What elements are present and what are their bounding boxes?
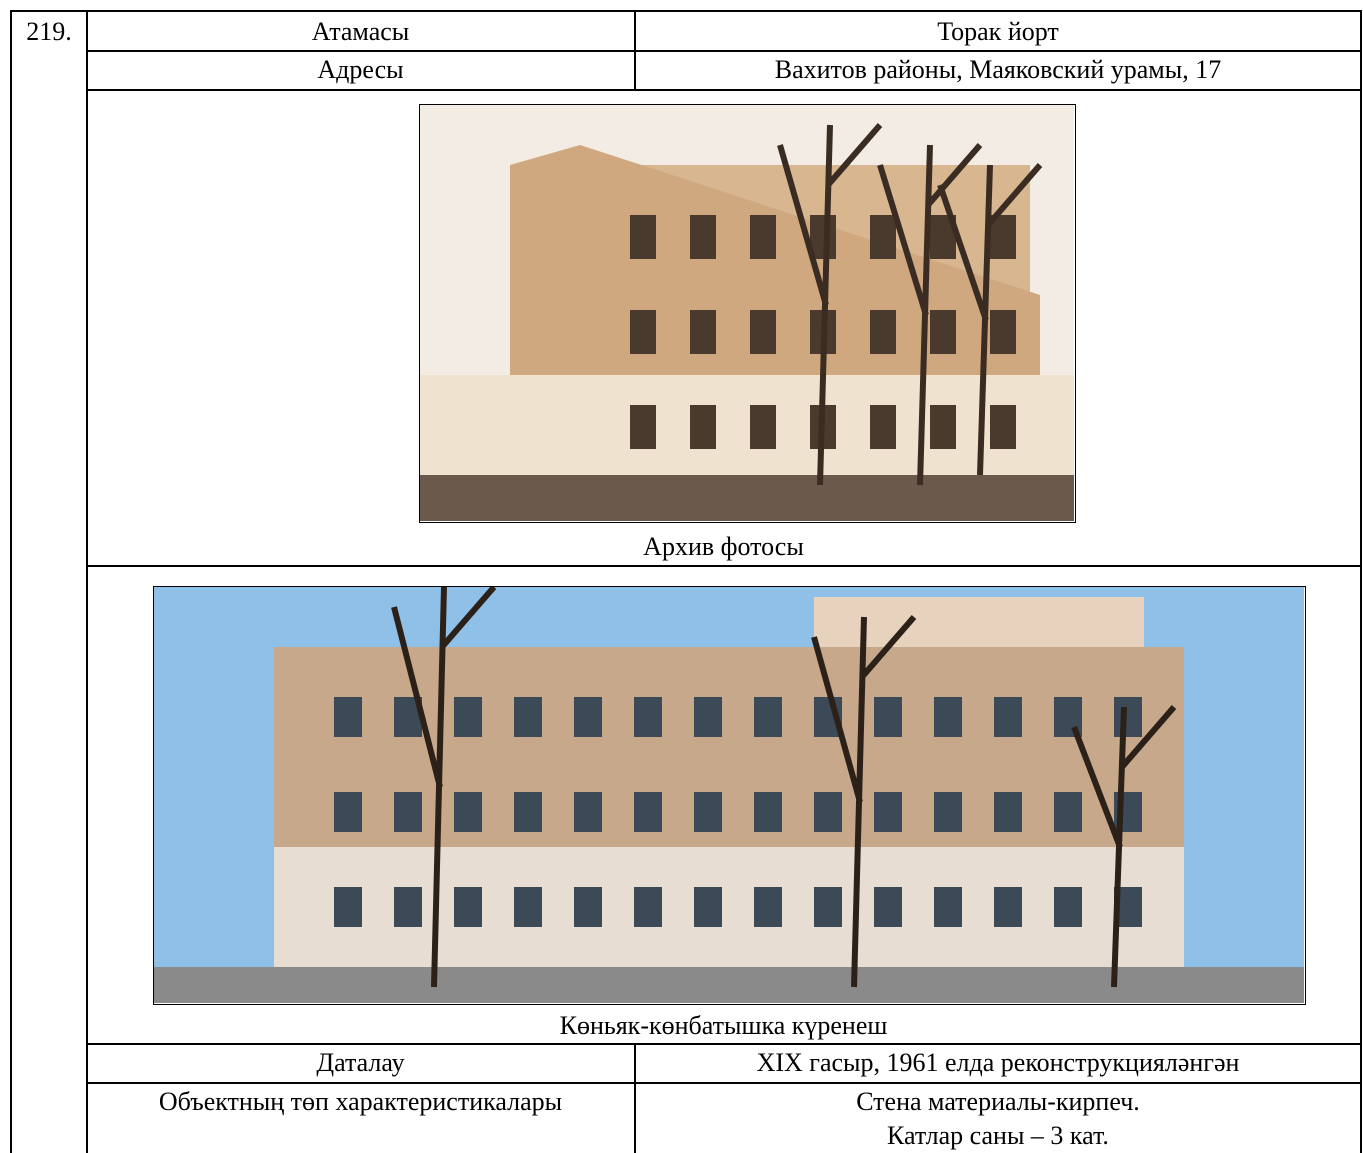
window: [394, 792, 422, 832]
value-line: Стена материалы-кирпеч.: [856, 1087, 1140, 1116]
window: [694, 792, 722, 832]
tree: [1071, 705, 1177, 988]
border: [634, 1043, 636, 1153]
window: [690, 215, 716, 259]
value: Торак йорт: [937, 17, 1059, 46]
label: Даталау: [316, 1048, 405, 1077]
window: [930, 405, 956, 449]
border: [86, 50, 1362, 52]
window: [1054, 887, 1082, 927]
window: [454, 792, 482, 832]
window: [514, 697, 542, 737]
window: [750, 215, 776, 259]
border: [86, 10, 88, 1153]
window: [814, 792, 842, 832]
window: [934, 697, 962, 737]
window: [990, 405, 1016, 449]
window: [694, 887, 722, 927]
window: [574, 887, 602, 927]
label: Объектның төп характеристикалары: [158, 1087, 563, 1116]
window: [994, 887, 1022, 927]
window: [870, 310, 896, 354]
value: Вахитов районы, Маяковский урамы, 17: [774, 55, 1222, 84]
window: [574, 697, 602, 737]
entry-number: 219.: [26, 17, 72, 46]
window: [690, 310, 716, 354]
window: [690, 405, 716, 449]
border: [10, 10, 1362, 12]
tree: [391, 587, 497, 988]
photo-illustration: [154, 587, 1304, 1003]
value-line: Катлар саны – 3 кат.: [887, 1121, 1109, 1150]
window: [394, 887, 422, 927]
window: [574, 792, 602, 832]
window: [994, 792, 1022, 832]
value: XIX гасыр, 1961 елда реконструкцияләнгән: [756, 1048, 1240, 1077]
window: [630, 215, 656, 259]
window: [334, 792, 362, 832]
window: [754, 697, 782, 737]
window: [1114, 697, 1142, 737]
caption: Көньяк-көнбатышка күренеш: [559, 1011, 888, 1040]
window: [454, 887, 482, 927]
tree: [937, 163, 1043, 476]
window: [814, 887, 842, 927]
window: [634, 887, 662, 927]
window: [874, 887, 902, 927]
archive-photo: [419, 104, 1076, 523]
window: [514, 792, 542, 832]
tree: [877, 143, 983, 486]
window: [990, 310, 1016, 354]
window: [870, 405, 896, 449]
window: [754, 887, 782, 927]
window: [994, 697, 1022, 737]
tree: [811, 615, 917, 988]
border: [1360, 10, 1362, 1153]
window: [634, 792, 662, 832]
window: [630, 405, 656, 449]
window: [334, 887, 362, 927]
border: [86, 1082, 1362, 1084]
border: [634, 10, 636, 89]
border: [86, 1043, 1362, 1045]
border: [86, 89, 1362, 91]
current-photo: [153, 586, 1306, 1005]
photo-illustration: [420, 105, 1074, 521]
window: [990, 215, 1016, 259]
border: [86, 565, 1362, 567]
window: [934, 887, 962, 927]
label: Адресы: [317, 55, 404, 84]
window: [1054, 792, 1082, 832]
window: [634, 697, 662, 737]
window: [454, 697, 482, 737]
caption: Архив фотосы: [643, 532, 804, 561]
window: [874, 792, 902, 832]
window: [870, 215, 896, 259]
tree: [777, 123, 883, 486]
window: [750, 310, 776, 354]
border: [10, 10, 12, 1153]
window: [934, 792, 962, 832]
label: Атамасы: [311, 17, 410, 46]
window: [810, 215, 836, 259]
window: [694, 697, 722, 737]
window: [334, 697, 362, 737]
window: [750, 405, 776, 449]
window: [514, 887, 542, 927]
window: [754, 792, 782, 832]
window: [874, 697, 902, 737]
window: [630, 310, 656, 354]
window: [930, 310, 956, 354]
